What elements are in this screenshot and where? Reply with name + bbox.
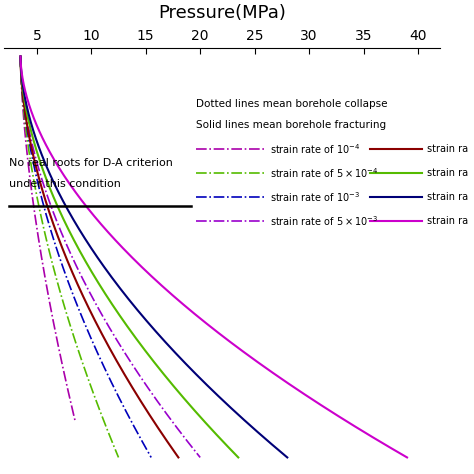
Text: Dotted lines mean borehole collapse: Dotted lines mean borehole collapse bbox=[196, 99, 387, 109]
Text: strain rate of $10^{-4}$: strain rate of $10^{-4}$ bbox=[270, 143, 360, 156]
Text: No real roots for D-A criterion: No real roots for D-A criterion bbox=[9, 158, 173, 168]
Text: strain rate of $10^{-3}$: strain rate of $10^{-3}$ bbox=[270, 191, 360, 204]
Text: strain rate of $5\times10^{-3}$: strain rate of $5\times10^{-3}$ bbox=[270, 215, 378, 228]
Text: strain ra: strain ra bbox=[427, 217, 468, 227]
Text: strain ra: strain ra bbox=[427, 168, 468, 178]
Text: under this condition: under this condition bbox=[9, 179, 120, 189]
Text: Solid lines mean borehole fracturing: Solid lines mean borehole fracturing bbox=[196, 120, 386, 130]
Text: strain ra: strain ra bbox=[427, 192, 468, 202]
Text: strain rate of $5\times10^{-4}$: strain rate of $5\times10^{-4}$ bbox=[270, 166, 379, 180]
X-axis label: Pressure(MPa): Pressure(MPa) bbox=[158, 4, 286, 22]
Text: strain ra: strain ra bbox=[427, 145, 468, 155]
